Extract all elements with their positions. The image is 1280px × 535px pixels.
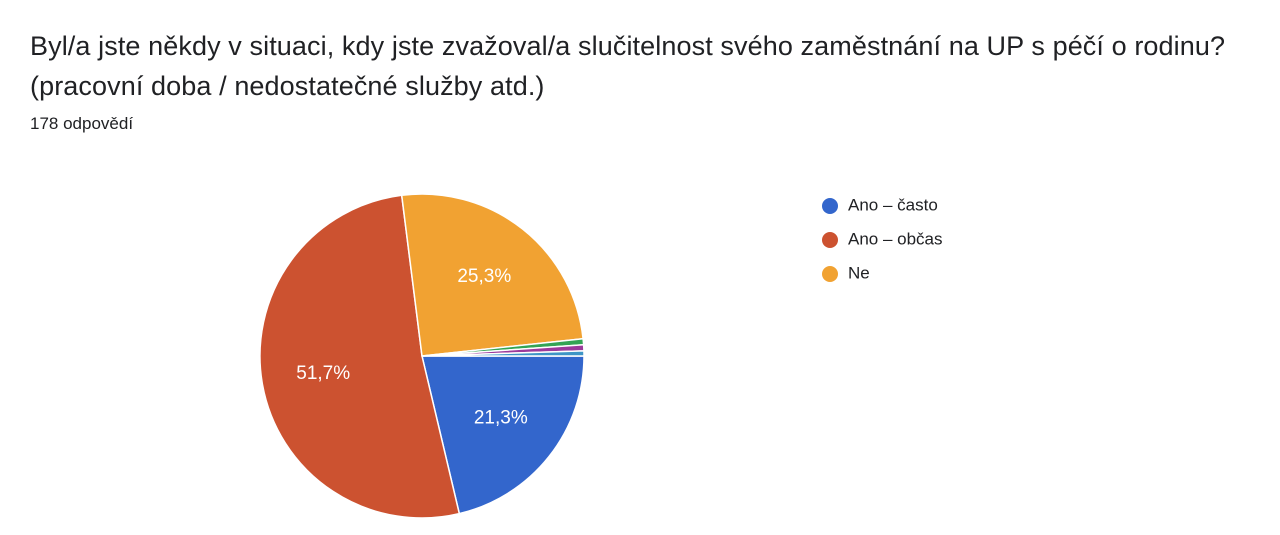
legend-label-2[interactable]: Ne <box>848 263 870 282</box>
legend-swatch-0 <box>822 198 838 214</box>
legend-label-1[interactable]: Ano – občas <box>848 229 943 248</box>
pie-slice-1[interactable] <box>259 194 461 519</box>
pie-slice-0[interactable] <box>421 355 585 515</box>
legend-label-0[interactable]: Ano – často <box>848 195 938 214</box>
legend-swatch-1 <box>822 232 838 248</box>
pie-slice-2[interactable] <box>400 193 584 357</box>
question-title-line-2: (pracovní doba / nedostatečné služby atd… <box>30 71 545 101</box>
pie-slices <box>259 193 585 519</box>
question-title: Byl/a jste někdy v situaci, kdy jste zva… <box>30 26 1270 106</box>
pie-slice-label-1: 51,7% <box>296 363 350 384</box>
pie-slice-label-0: 21,3% <box>474 407 528 428</box>
pie-slice-5[interactable] <box>421 350 585 357</box>
pie-slice-label-2: 25,3% <box>457 266 511 287</box>
pie-slice-labels: 21,3% 51,7% 25,3% <box>296 266 528 428</box>
chart-legend: Ano – často Ano – občas Ne <box>822 195 943 282</box>
question-title-line-1: Byl/a jste někdy v situaci, kdy jste zva… <box>30 31 1226 61</box>
response-count: 178 odpovědí <box>30 114 134 133</box>
legend-swatch-2 <box>822 266 838 282</box>
